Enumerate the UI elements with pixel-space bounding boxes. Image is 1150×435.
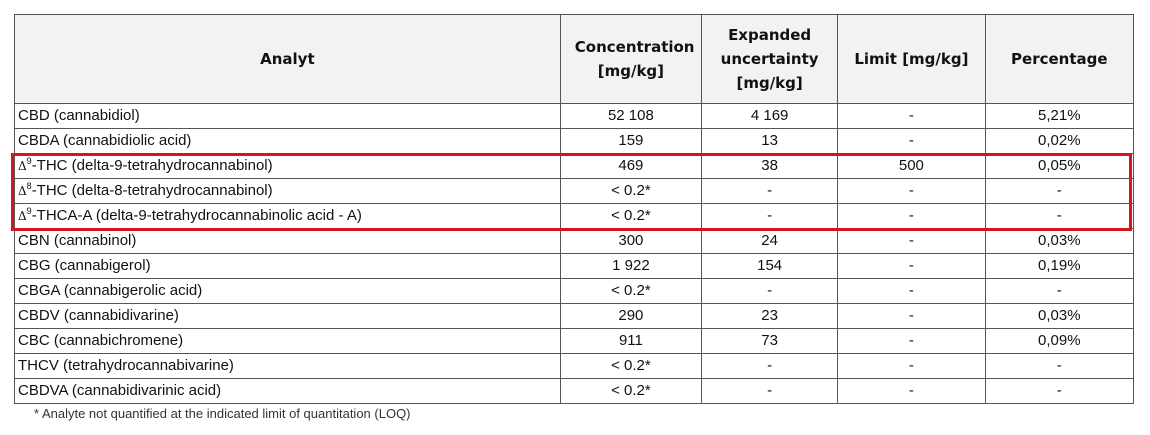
analyte-name-cell: CBDV (cannabidivarine) xyxy=(14,303,561,329)
concentration-cell: < 0.2* xyxy=(559,203,703,229)
uncertainty-cell: 154 xyxy=(701,253,839,279)
uncertainty-cell: - xyxy=(701,203,839,229)
analyte-name-cell: CBG (cannabigerol) xyxy=(14,253,561,279)
limit-cell: - xyxy=(837,353,986,379)
percentage-cell: 0,05% xyxy=(984,153,1135,179)
table-row: CBDV (cannabidivarine) 290 23-0,03% xyxy=(14,303,1135,329)
percentage-cell: 0,03% xyxy=(984,228,1135,254)
percentage-cell: 5,21% xyxy=(984,103,1135,129)
analyte-name: CBG (cannabigerol) xyxy=(18,257,151,274)
analyte-name: -THC (delta-9-tetrahydrocannabinol) xyxy=(31,156,273,174)
uncertainty-cell: 4 169 xyxy=(701,103,839,129)
header-limit: Limit [mg/kg] xyxy=(837,14,986,104)
uncertainty-cell: 23 xyxy=(701,303,839,329)
concentration-cell: < 0.2* xyxy=(559,278,703,304)
analyte-name: -THC (delta-8-tetrahydrocannabinol) xyxy=(31,181,273,199)
uncertainty-cell: 13 xyxy=(701,128,839,154)
header-expanded-uncertainty: Expanded uncertainty [mg/kg] xyxy=(701,14,839,104)
limit-cell: 500 xyxy=(837,153,986,179)
analyte-name-cell: THCV (tetrahydrocannabivarine) xyxy=(14,353,561,379)
results-table: Analyt Concentration [mg/kg] Expanded un… xyxy=(14,14,1135,404)
analyte-name: -THCA-A (delta-9-tetrahydrocannabinolic … xyxy=(31,206,362,224)
uncertainty-cell: - xyxy=(701,353,839,379)
analyte-name: CBDVA (cannabidivarinic acid) xyxy=(18,382,222,399)
concentration-cell: 469 xyxy=(559,153,703,179)
table-row: CBG (cannabigerol) 1 922 154-0,19% xyxy=(14,253,1135,279)
limit-cell: - xyxy=(837,228,986,254)
uncertainty-cell: - xyxy=(701,378,839,404)
concentration-cell: 1 922 xyxy=(559,253,703,279)
table-row: CBDA (cannabidiolic acid) 159 13-0,02% xyxy=(14,128,1135,154)
table-row: THCV (tetrahydrocannabivarine) < 0.2* - - - xyxy=(14,353,1135,379)
limit-cell: - xyxy=(837,128,986,154)
table-row: CBN (cannabinol) 300 24-0,03% xyxy=(14,228,1135,254)
delta-superscript: 9 xyxy=(26,205,32,216)
concentration-cell: 290 xyxy=(559,303,703,329)
percentage-cell: - xyxy=(984,278,1135,304)
analyte-name-cell: CBDA (cannabidiolic acid) xyxy=(14,128,561,154)
percentage-cell: - xyxy=(984,378,1135,404)
uncertainty-cell: - xyxy=(701,278,839,304)
limit-cell: - xyxy=(837,278,986,304)
concentration-cell: < 0.2* xyxy=(559,178,703,204)
analyte-name-cell: CBGA (cannabigerolic acid) xyxy=(14,278,561,304)
percentage-cell: 0,09% xyxy=(984,328,1135,354)
concentration-cell: 159 xyxy=(559,128,703,154)
uncertainty-cell: 24 xyxy=(701,228,839,254)
analyte-name-cell: CBC (cannabichromene) xyxy=(14,328,561,354)
header-row: Analyt Concentration [mg/kg] Expanded un… xyxy=(14,14,1135,104)
percentage-cell: - xyxy=(984,353,1135,379)
analyte-name-cell: CBN (cannabinol) xyxy=(14,228,561,254)
limit-cell: - xyxy=(837,253,986,279)
concentration-cell: 300 xyxy=(559,228,703,254)
uncertainty-cell: - xyxy=(701,178,839,204)
analyte-name: CBDV (cannabidivarine) xyxy=(18,307,179,324)
analyte-name: CBD (cannabidiol) xyxy=(18,107,140,124)
analyte-name: THCV (tetrahydrocannabivarine) xyxy=(18,357,234,374)
percentage-cell: 0,19% xyxy=(984,253,1135,279)
limit-cell: - xyxy=(837,378,986,404)
percentage-cell: - xyxy=(984,203,1135,229)
delta-symbol: Δ xyxy=(18,208,27,223)
table-row: Δ9-THC (delta-9-tetrahydrocannabinol) 469… xyxy=(14,153,1135,179)
concentration-cell: 52 108 xyxy=(559,103,703,129)
header-concentration: Concentration [mg/kg] xyxy=(559,14,703,104)
table-row: CBD (cannabidiol) 52 108 4 169-5,21% xyxy=(14,103,1135,129)
delta-superscript: 8 xyxy=(26,180,32,191)
table-row: Δ9-THCA-A (delta-9-tetrahydrocannabinoli… xyxy=(14,203,1135,229)
concentration-cell: < 0.2* xyxy=(559,378,703,404)
percentage-cell: 0,03% xyxy=(984,303,1135,329)
limit-cell: - xyxy=(837,203,986,229)
limit-cell: - xyxy=(837,103,986,129)
analyte-name-cell: CBDVA (cannabidivarinic acid) xyxy=(14,378,561,404)
percentage-cell: - xyxy=(984,178,1135,204)
limit-cell: - xyxy=(837,178,986,204)
delta-symbol: Δ xyxy=(18,158,27,173)
footnote: * Analyte not quantified at the indicate… xyxy=(34,406,411,421)
limit-cell: - xyxy=(837,303,986,329)
delta-superscript: 9 xyxy=(26,155,32,166)
analyte-name-cell: Δ8-THC (delta-8-tetrahydrocannabinol) xyxy=(14,178,561,204)
table-row: CBGA (cannabigerolic acid) < 0.2* - - - xyxy=(14,278,1135,304)
concentration-cell: < 0.2* xyxy=(559,353,703,379)
analyte-name: CBC (cannabichromene) xyxy=(18,332,184,349)
table-row: CBC (cannabichromene) 911 73-0,09% xyxy=(14,328,1135,354)
uncertainty-cell: 73 xyxy=(701,328,839,354)
delta-symbol: Δ xyxy=(18,183,27,198)
concentration-cell: 911 xyxy=(559,328,703,354)
limit-cell: - xyxy=(837,328,986,354)
uncertainty-cell: 38 xyxy=(701,153,839,179)
analyte-name: CBN (cannabinol) xyxy=(18,232,137,249)
analyte-name-cell: Δ9-THC (delta-9-tetrahydrocannabinol) xyxy=(14,153,561,179)
analyte-name-cell: CBD (cannabidiol) xyxy=(14,103,561,129)
analyte-name: CBDA (cannabidiolic acid) xyxy=(18,132,192,149)
header-analyt: Analyt xyxy=(14,14,561,104)
percentage-cell: 0,02% xyxy=(984,128,1135,154)
header-percentage: Percentage xyxy=(984,14,1135,104)
analyte-name-cell: Δ9-THCA-A (delta-9-tetrahydrocannabinoli… xyxy=(14,203,561,229)
analyte-name: CBGA (cannabigerolic acid) xyxy=(18,282,203,299)
table-row: CBDVA (cannabidivarinic acid) < 0.2* - - - xyxy=(14,378,1135,404)
table-row: Δ8-THC (delta-8-tetrahydrocannabinol) < 0… xyxy=(14,178,1135,204)
